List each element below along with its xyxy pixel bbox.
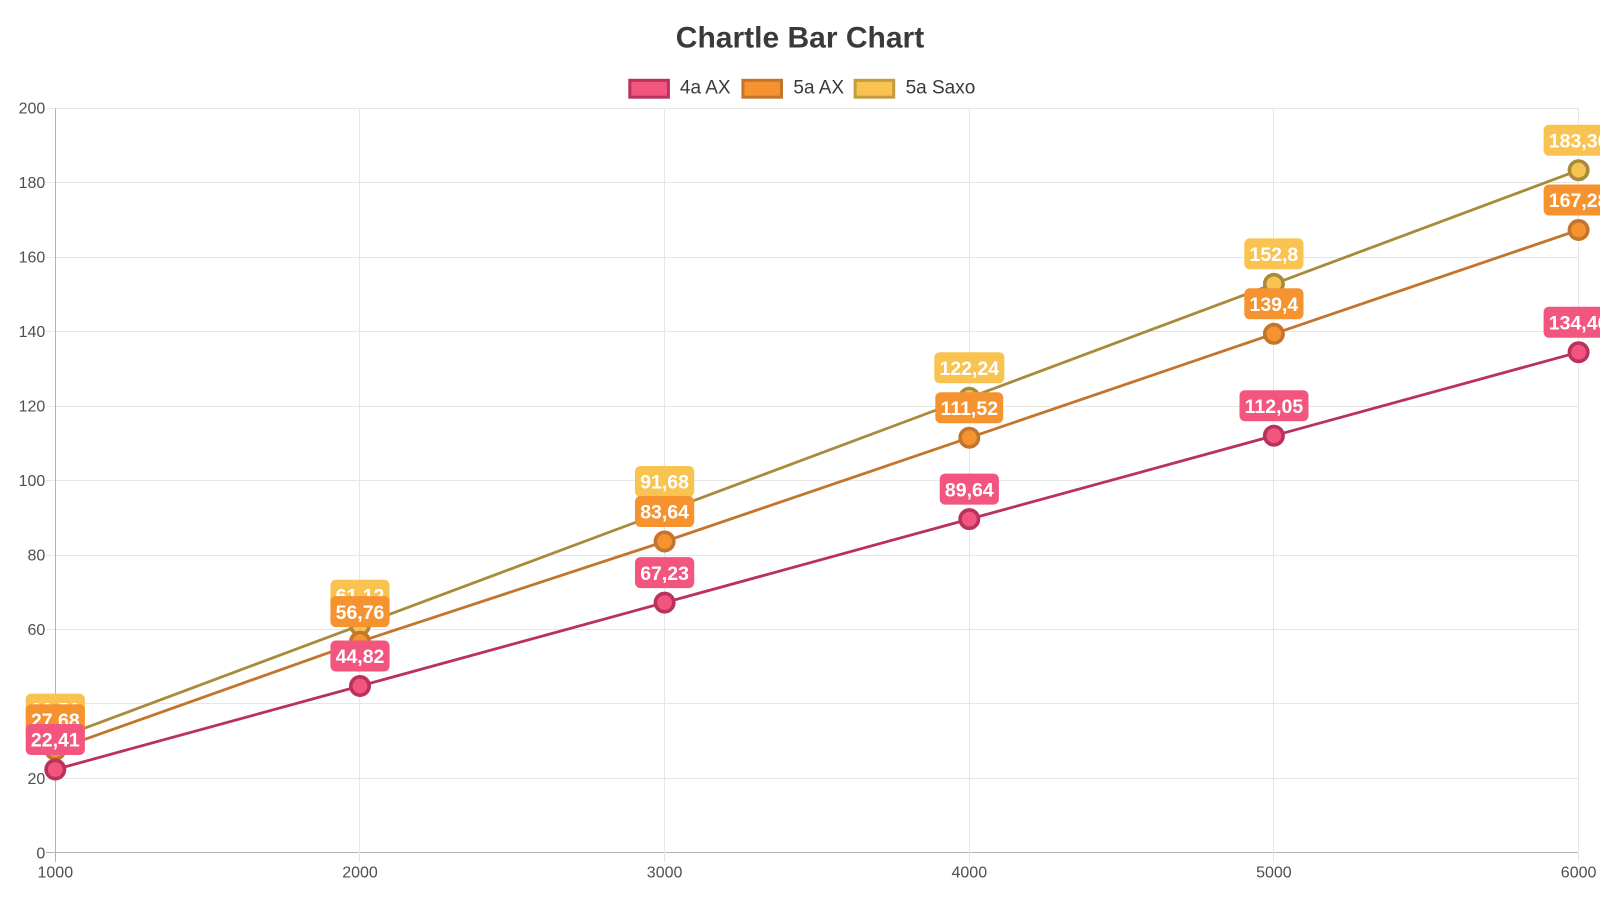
svg-text:83,64: 83,64 <box>640 502 689 524</box>
svg-text:140: 140 <box>19 324 46 341</box>
svg-text:180: 180 <box>19 175 46 192</box>
svg-text:20: 20 <box>28 771 46 788</box>
svg-text:0: 0 <box>36 845 45 862</box>
svg-text:139,4: 139,4 <box>1249 294 1298 316</box>
svg-text:Chartle Bar Chart: Chartle Bar Chart <box>676 22 924 55</box>
svg-text:2000: 2000 <box>342 864 378 881</box>
svg-text:200: 200 <box>19 101 46 118</box>
svg-text:3000: 3000 <box>647 864 683 881</box>
svg-text:6000: 6000 <box>1561 864 1597 881</box>
svg-text:44,82: 44,82 <box>336 646 385 668</box>
svg-text:120: 120 <box>19 399 46 416</box>
svg-text:112,05: 112,05 <box>1245 396 1304 418</box>
svg-text:89,64: 89,64 <box>945 479 994 501</box>
svg-text:134,46: 134,46 <box>1549 312 1600 334</box>
svg-text:5a AX: 5a AX <box>793 78 844 99</box>
svg-text:91,68: 91,68 <box>640 472 689 494</box>
svg-text:60: 60 <box>28 622 46 639</box>
svg-text:4000: 4000 <box>952 864 988 881</box>
svg-text:56,76: 56,76 <box>336 602 385 624</box>
svg-text:152,8: 152,8 <box>1249 244 1298 266</box>
svg-text:5a Saxo: 5a Saxo <box>906 78 976 99</box>
svg-text:183,36: 183,36 <box>1549 130 1600 152</box>
svg-text:160: 160 <box>19 250 46 267</box>
svg-text:22,41: 22,41 <box>31 730 80 752</box>
svg-text:80: 80 <box>28 548 46 565</box>
svg-text:111,52: 111,52 <box>941 398 999 420</box>
svg-text:1000: 1000 <box>38 864 74 881</box>
svg-text:5000: 5000 <box>1256 864 1292 881</box>
svg-text:122,24: 122,24 <box>939 358 999 380</box>
svg-text:167,28: 167,28 <box>1549 190 1600 212</box>
svg-text:4a AX: 4a AX <box>680 78 731 99</box>
svg-text:67,23: 67,23 <box>640 563 689 585</box>
svg-text:100: 100 <box>19 473 46 490</box>
